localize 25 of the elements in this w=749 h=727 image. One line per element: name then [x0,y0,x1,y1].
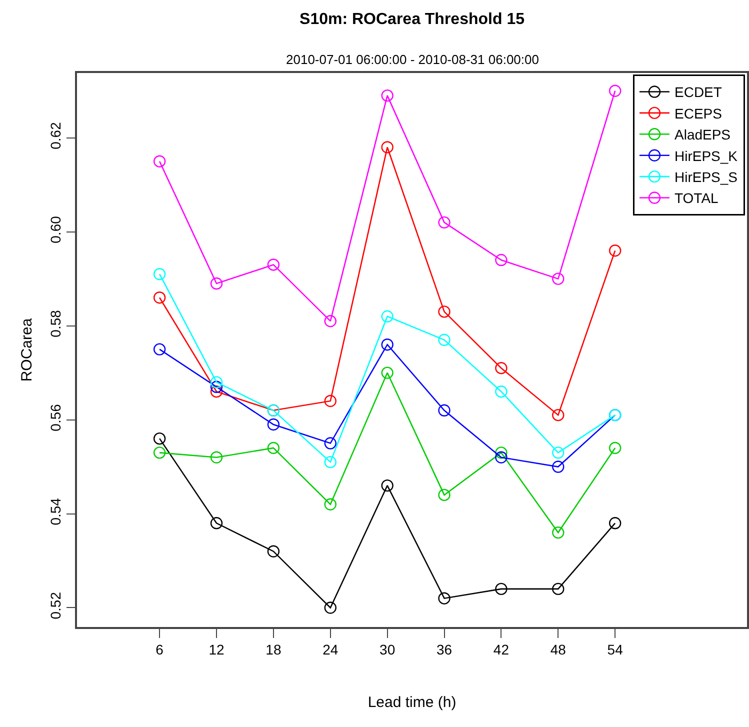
x-tick-label: 48 [550,642,566,658]
y-tick-label: 0.54 [48,498,64,526]
legend-label: ECEPS [674,105,722,122]
legend-label: HirEPS_K [674,148,738,164]
y-tick-label: 0.52 [48,592,64,620]
x-tick-label: 18 [266,642,282,658]
y-axis-title: ROCarea [18,318,36,382]
legend-label: ECDET [674,84,722,100]
x-axis-title: Lead time (h) [368,694,456,712]
x-tick-label: 30 [380,642,396,658]
x-tick-label: 12 [208,642,224,658]
x-tick-label: 24 [322,642,338,658]
y-tick-label: 0.56 [48,404,64,432]
y-tick-label: 0.58 [48,310,64,338]
y-tick-label: 0.62 [48,122,64,150]
chart-title: S10m: ROCarea Threshold 15 [300,10,525,28]
legend-label: HirEPS_S [674,169,738,186]
legend-label: AladEPS [674,126,731,143]
x-tick-label: 36 [436,642,452,658]
x-tick-label: 42 [493,642,510,658]
chart-subtitle: 2010-07-01 06:00:00 - 2010-08-31 06:00:00 [286,52,539,67]
y-tick-label: 0.60 [48,216,64,244]
legend-label: TOTAL [674,190,719,206]
x-tick-label: 54 [607,642,624,658]
x-tick-label: 6 [156,642,164,658]
